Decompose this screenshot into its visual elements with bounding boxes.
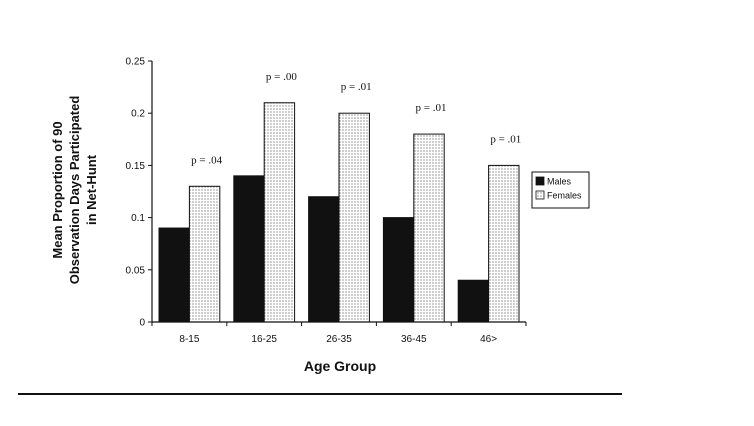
bar-females-16-25 (263, 102, 296, 323)
bar-males-16-25 (233, 175, 265, 323)
x-tick-label: 46> (480, 334, 497, 345)
bar-males-8-15 (158, 227, 190, 323)
y-axis-title-line-2: Observation Days Participated (67, 96, 82, 285)
y-tick-label: 0.15 (126, 161, 146, 172)
bar-females-8-15 (188, 185, 221, 323)
y-axis-title-line-1: Mean Proportion of 90 (50, 121, 65, 258)
p-value-label: p = .01 (416, 102, 447, 114)
legend-label: Females (547, 191, 582, 201)
bar-females-36-45 (413, 133, 445, 323)
bar-males-26-35 (308, 196, 340, 323)
p-value-label: p = .01 (341, 81, 372, 93)
legend: Males Females (531, 171, 590, 209)
legend-label: Males (547, 177, 572, 187)
x-tick-label: 8-15 (179, 334, 199, 345)
x-tick-label: 16-25 (251, 334, 277, 345)
legend-swatch-females (535, 190, 545, 200)
y-tick-label: 0.05 (126, 265, 146, 276)
y-tick-label: 0.2 (131, 109, 145, 120)
x-axis-title: Age Group (304, 358, 376, 374)
y-axis: 0 0.05 0.1 0.15 0.2 0.25 (126, 57, 153, 329)
x-tick-label: 26-35 (326, 334, 352, 345)
bars (158, 102, 520, 323)
p-value-label: p = .04 (191, 154, 222, 166)
x-tick-label: 36-45 (401, 334, 427, 345)
x-axis: 8-15 16-25 26-35 36-45 46> (151, 321, 527, 345)
p-value-label: p = .00 (266, 71, 297, 83)
bar-females-46> (488, 164, 520, 323)
y-tick-label: 0.1 (131, 213, 145, 224)
legend-swatch-males (535, 176, 545, 186)
bar-males-36-45 (382, 217, 415, 323)
y-tick-label: 0 (139, 318, 145, 329)
y-axis-title: Mean Proportion of 90 Observation Days P… (50, 96, 99, 285)
y-tick-label: 0.25 (126, 57, 146, 68)
p-value-annotations: p = .04 p = .00 p = .01 p = .01 p = .01 (191, 71, 521, 167)
bar-males-46> (457, 279, 490, 323)
y-axis-title-line-3: in Net-Hunt (84, 154, 99, 225)
legend-box (531, 171, 590, 209)
bar-females-26-35 (338, 112, 370, 323)
p-value-label: p = .01 (490, 133, 521, 145)
